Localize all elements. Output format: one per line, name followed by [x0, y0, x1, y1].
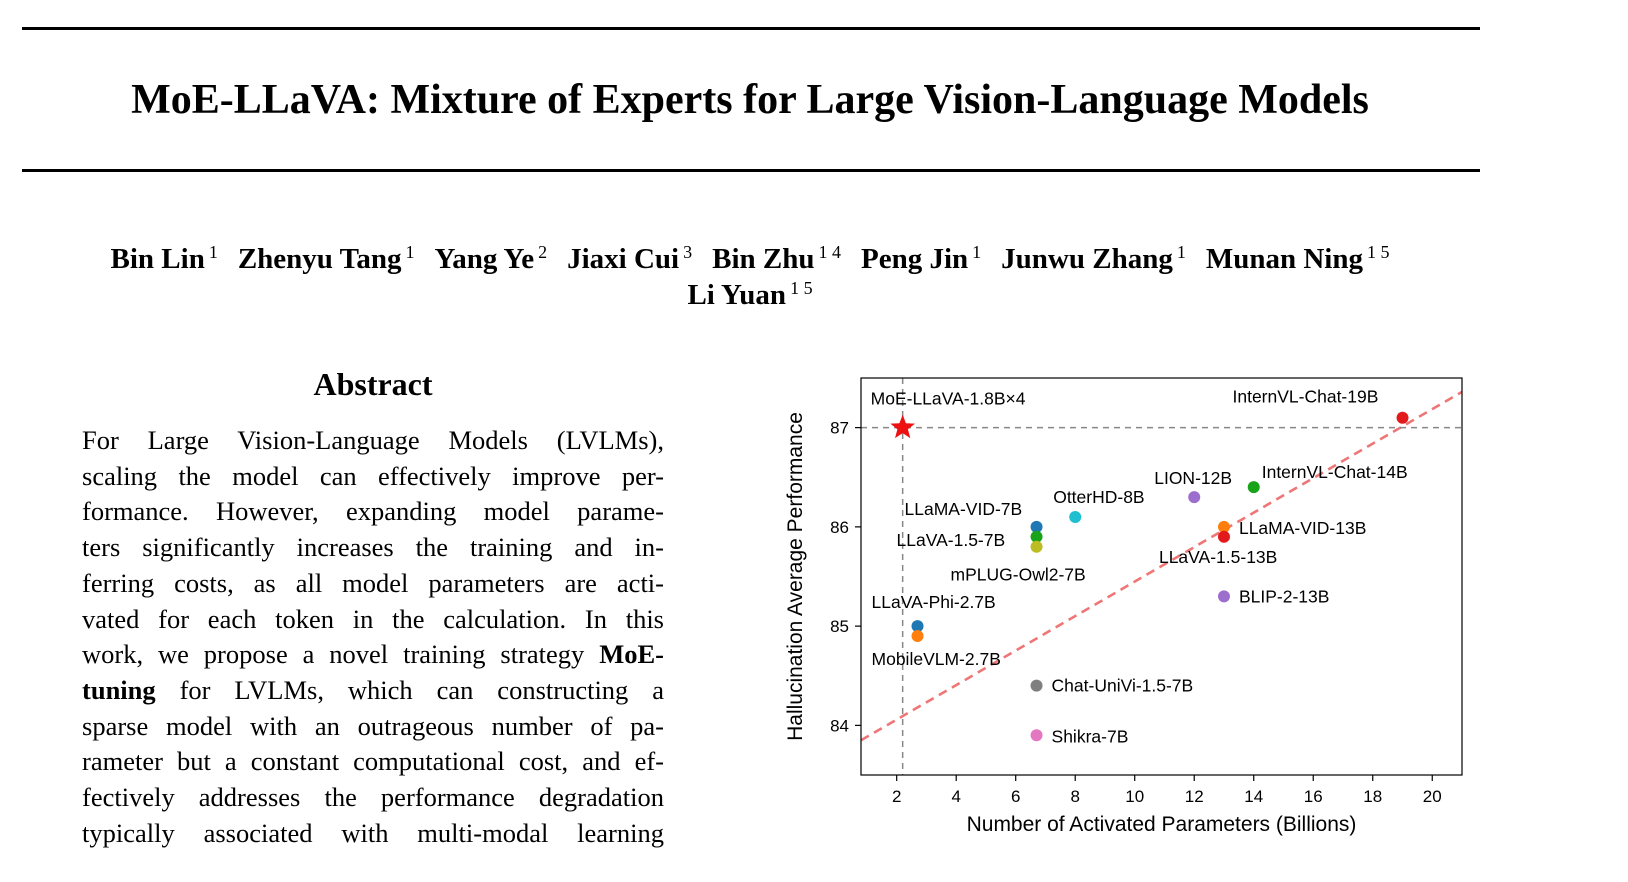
data-point-label: LLaMA-VID-7B	[905, 499, 1023, 519]
x-axis-label: Number of Activated Parameters (Billions…	[967, 813, 1357, 836]
abstract-line: rameter but a constant computational cos…	[82, 746, 664, 777]
author-affiliation: 1	[972, 242, 982, 262]
bottom-rule	[22, 169, 1480, 172]
scatter-chart: 2 4 6 8 10 12 14 16 18 20 84 85 86 87 Number of Activa…	[784, 377, 1463, 836]
abstract-line: scaling the model can effectively improv…	[82, 460, 664, 491]
author-name: Yang Ye 2	[434, 242, 548, 275]
data-point-label: LLaVA-1.5-7B	[897, 530, 1006, 550]
data-point	[1030, 520, 1043, 533]
chart-plot-area: 2 4 6 8 10 12 14 16 18 20 84 85 86 87 Number of Activa…	[784, 377, 1463, 836]
highlight-label: MoE-LLaVA-1.8B×4	[871, 389, 1026, 409]
author-affiliation: 1	[208, 242, 218, 262]
x-tick-label: 8	[1070, 787, 1079, 806]
author-name-text: Bin Lin	[110, 243, 205, 275]
data-point-label: InternVL-Chat-19B	[1232, 387, 1378, 407]
data-point-label: LION-12B	[1154, 468, 1232, 488]
x-tick-label: 4	[951, 787, 960, 806]
data-point	[911, 620, 924, 633]
author-name: Jiaxi Cui 3	[567, 242, 693, 275]
data-point-label: LLaMA-VID-13B	[1239, 518, 1366, 538]
abstract-line: work, we propose a novel training strate…	[82, 638, 664, 670]
abstract-line: typically associated with multi-modal le…	[82, 817, 664, 848]
abstract-line: ferring costs, as all model parameters a…	[82, 567, 664, 598]
abstract-text: work, we propose a novel training strate…	[82, 639, 600, 670]
x-tick-label: 18	[1363, 787, 1382, 806]
abstract-line: For Large Vision-Language Models (LVLMs)…	[82, 425, 664, 455]
x-tick-label: 6	[1011, 787, 1020, 806]
y-axis-label: Hallucination Average Performance	[784, 412, 807, 741]
data-point	[1030, 540, 1043, 553]
abstract-text: for LVLMs, which can constructing a	[155, 674, 664, 705]
top-rule	[22, 27, 1480, 30]
author-affiliation: 2	[538, 242, 548, 262]
abstract-line: vated for each token in the calculation.…	[82, 603, 664, 634]
abstract-line: ters significantly increases the trainin…	[82, 532, 664, 563]
emphasis-text: MoE-	[599, 639, 664, 670]
author-name: Munan Ning 1 5	[1205, 242, 1390, 275]
emphasis-text: tuning	[82, 674, 156, 705]
trend-line	[861, 390, 1462, 742]
data-point	[1030, 729, 1043, 742]
author-name: Bin Zhu 1 4	[712, 242, 842, 275]
x-tick-label: 20	[1423, 787, 1442, 806]
data-point-label: LLaVA-1.5-13B	[1159, 547, 1277, 567]
abstract-line: formance. However, expanding model param…	[82, 496, 664, 527]
x-tick-label: 16	[1304, 787, 1323, 806]
author-name-text: Li Yuan	[687, 279, 787, 311]
author-name: Li Yuan 1 5	[687, 278, 813, 311]
data-point-label: MobileVLM-2.7B	[872, 649, 1001, 669]
abstract-line: fectively addresses the performance degr…	[82, 782, 664, 812]
data-point	[1030, 679, 1043, 692]
data-point	[1217, 520, 1230, 533]
author-name: Zhenyu Tang 1	[237, 242, 415, 275]
author-name-text: Bin Zhu	[712, 243, 815, 275]
data-point	[1217, 590, 1230, 603]
author-name-text: Zhenyu Tang	[237, 243, 402, 275]
abstract-heading: Abstract	[313, 366, 433, 402]
author-list-line-1: Bin Lin 1 Zhenyu Tang 1 Yang Ye 2 Jiaxi Cui 3 Bi…	[60, 234, 1440, 277]
author-affiliation: 1	[1176, 242, 1186, 262]
author-name: Peng Jin 1	[861, 242, 982, 275]
author-affiliation: 1 4	[818, 242, 842, 262]
data-point-label: mPLUG-Owl2-7B	[951, 565, 1086, 585]
author-affiliation: 1	[405, 242, 415, 262]
x-tick-label: 10	[1125, 787, 1144, 806]
abstract-line: sparse model with an outrageous number o…	[82, 710, 664, 741]
author-name: Bin Lin 1	[110, 242, 218, 275]
author-name-text: Peng Jin	[861, 243, 969, 275]
author-name-text: Jiaxi Cui	[567, 243, 680, 275]
data-point-label: InternVL-Chat-14B	[1262, 462, 1408, 482]
y-tick-label: 86	[830, 518, 849, 537]
author-affiliation: 1 5	[1366, 242, 1390, 262]
highlight-star-marker	[890, 414, 915, 439]
data-point	[1188, 491, 1201, 504]
data-point-label: LLaVA-Phi-2.7B	[872, 592, 996, 612]
data-point	[1396, 411, 1409, 424]
data-point	[1217, 530, 1230, 543]
author-affiliation: 3	[683, 242, 693, 262]
author-list-line-2: Li Yuan 1 5	[60, 270, 1440, 313]
y-tick-label: 84	[830, 716, 849, 735]
plot-frame	[860, 377, 1463, 776]
y-tick-label: 85	[830, 617, 849, 636]
x-tick-label: 2	[892, 787, 901, 806]
author-name-text: Munan Ning	[1205, 243, 1363, 275]
abstract-line: tuning for LVLMs, which can constructing…	[82, 674, 664, 706]
author-name: Junwu Zhang 1	[1001, 242, 1186, 275]
x-tick-label: 14	[1244, 787, 1263, 806]
y-tick-label: 87	[830, 419, 849, 438]
data-point-label: Chat-UniVi-1.5-7B	[1052, 676, 1194, 696]
data-point-label: BLIP-2-13B	[1239, 586, 1329, 606]
data-point-label: OtterHD-8B	[1053, 487, 1144, 507]
x-tick-label: 12	[1185, 787, 1204, 806]
paper-title: MoE-LLaVA: Mixture of Experts for Large …	[131, 77, 1369, 123]
data-point	[1247, 481, 1260, 494]
data-point	[911, 630, 924, 643]
author-affiliation: 1 5	[790, 278, 813, 298]
data-point	[1030, 530, 1043, 543]
author-name-text: Yang Ye	[434, 243, 535, 275]
data-point	[1069, 510, 1082, 523]
author-name-text: Junwu Zhang	[1001, 243, 1173, 275]
data-point-label: Shikra-7B	[1052, 726, 1129, 746]
